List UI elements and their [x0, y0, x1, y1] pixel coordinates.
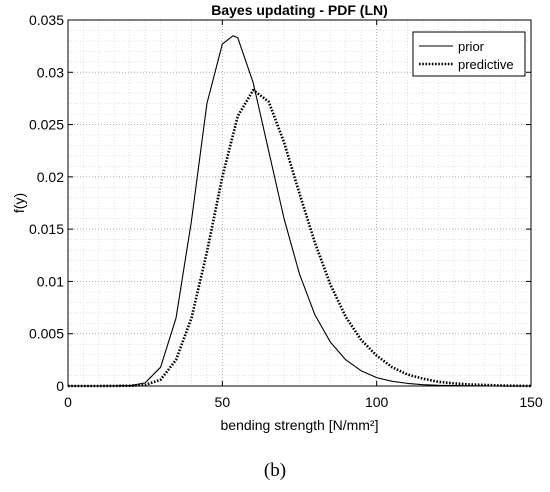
- legend-label-prior: prior: [458, 39, 485, 54]
- x-axis-label: bending strength [N/mm²]: [221, 417, 379, 433]
- minor-grid: [68, 20, 531, 386]
- y-tick-label: 0.015: [29, 221, 64, 237]
- series-layer: [68, 35, 532, 388]
- y-tick-label: 0.005: [29, 326, 64, 342]
- legend-label-predictive: predictive: [458, 57, 514, 72]
- x-tick-label: 150: [519, 394, 543, 410]
- figure-caption: (b): [263, 460, 287, 481]
- x-tick-label: 0: [64, 394, 72, 410]
- y-tick-label: 0.035: [29, 12, 64, 28]
- y-tick-label: 0.02: [37, 169, 64, 185]
- chart: 0 50 100 150 0 0.005 0.01 0.015 0.02 0.025 0.03 0.…: [11, 2, 543, 433]
- y-tick-label: 0.03: [37, 64, 64, 80]
- y-tick-label: 0: [56, 378, 64, 394]
- plot-frame: [67, 19, 532, 387]
- legend: prior predictive: [412, 31, 526, 77]
- x-tick-label: 100: [365, 394, 389, 410]
- legend-box: [412, 31, 526, 77]
- tick-marks: [67, 19, 532, 387]
- y-tick-labels: 0 0.005 0.01 0.015 0.02 0.025 0.03 0.035: [29, 12, 64, 394]
- y-tick-label: 0.025: [29, 117, 64, 133]
- x-tick-label: 50: [215, 394, 231, 410]
- chart-title: Bayes updating - PDF (LN): [211, 2, 388, 18]
- series-line-prior: [68, 35, 531, 387]
- y-axis-label: f(y): [11, 193, 27, 213]
- y-tick-label: 0.01: [37, 273, 64, 289]
- x-tick-labels: 0 50 100 150: [64, 394, 543, 410]
